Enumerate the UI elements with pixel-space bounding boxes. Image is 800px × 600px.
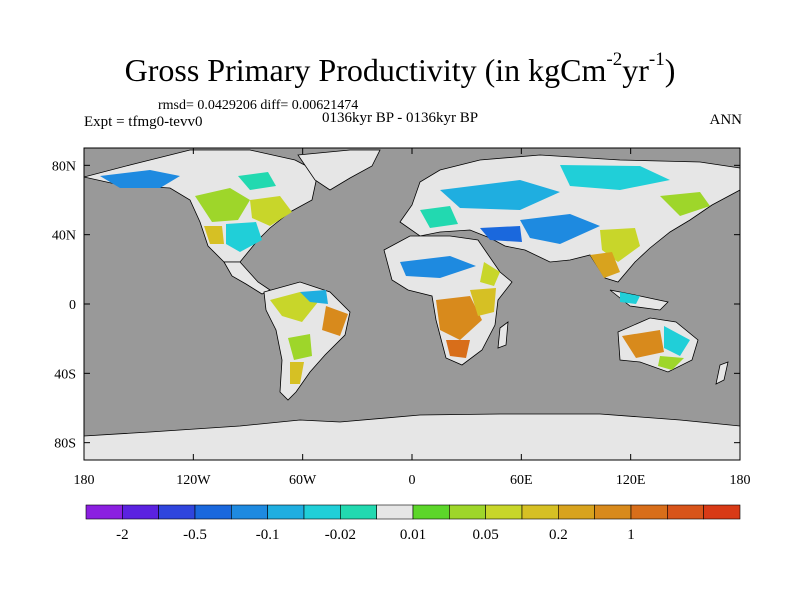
lon-tick-label: 60W: [289, 473, 317, 488]
patch-af-3: [470, 288, 496, 316]
lat-tick-label: 80S: [54, 437, 76, 452]
colorbar-swatch: [303, 504, 341, 520]
colorbar-swatch: [376, 504, 414, 520]
colorbar-swatch: [267, 504, 305, 520]
colorbar-swatch: [194, 504, 232, 520]
patch-sa-5: [290, 362, 304, 384]
patch-na-3: [250, 196, 292, 226]
patch-eu-8: [480, 226, 522, 242]
period-label: 0136kyr BP - 0136kyr BP: [322, 110, 479, 126]
lon-tick-label: 60E: [510, 473, 533, 488]
patch-na-4: [226, 222, 262, 252]
colorbar-swatch: [485, 504, 523, 520]
map-axes: 180 120W 60W 0 60E 120E 180 80N 40N 0 40S 80S: [52, 148, 751, 488]
land-layer: [84, 149, 740, 460]
experiment-label: Expt = tfmg0-tevv0: [84, 114, 203, 130]
patch-eu-2: [560, 165, 670, 190]
patch-af-1: [400, 256, 476, 278]
colorbar-swatch: [521, 504, 559, 520]
patch-au-3: [658, 356, 684, 370]
patch-na-2: [195, 188, 250, 222]
lon-tick-label: 180: [74, 473, 95, 488]
colorbar-swatch: [558, 504, 595, 520]
colorbar-label: 0.2: [549, 527, 568, 543]
patch-eu-6: [420, 206, 458, 228]
land-madagascar: [497, 321, 509, 349]
colorbar-label: -0.1: [256, 527, 280, 543]
patch-eu-5: [590, 252, 620, 278]
patch-eu-3: [520, 214, 600, 244]
patch-af-5: [480, 262, 500, 286]
colorbar-swatch: [231, 504, 268, 520]
patch-sa-4: [288, 334, 312, 360]
patch-na-6: [238, 172, 276, 190]
patch-af-4: [446, 340, 470, 358]
colorbar-swatch: [158, 504, 196, 520]
colorbar-swatch: [594, 504, 632, 520]
patch-id-1: [620, 292, 640, 304]
colorbar-swatch: [449, 504, 486, 520]
patch-sa-3: [300, 290, 328, 304]
patch-sa-2: [322, 306, 348, 336]
patch-au-1: [622, 330, 664, 358]
land-antarctica: [84, 413, 740, 460]
lat-tick-label: 80N: [52, 159, 76, 174]
patch-af-2: [436, 296, 482, 340]
patch-sa-1: [270, 292, 318, 322]
colorbar-swatch: [703, 504, 741, 520]
colorbar-label: 0.01: [400, 527, 426, 543]
colorbar-swatch: [85, 504, 123, 520]
patch-na-1: [100, 170, 180, 188]
lat-tick-label: 40S: [54, 367, 76, 382]
colorbar-label: -0.5: [183, 527, 207, 543]
patch-au-2: [664, 326, 690, 356]
lon-tick-label: 0: [409, 473, 416, 488]
lat-tick-label: 40N: [52, 229, 76, 244]
lon-tick-label: 120W: [176, 473, 211, 488]
patch-eu-7: [660, 192, 710, 216]
colorbar-swatch: [122, 504, 159, 520]
patch-eu-1: [440, 180, 560, 210]
season-label: ANN: [709, 112, 743, 128]
colorbar-swatch: [340, 504, 377, 520]
colorbar-label: -2: [116, 527, 129, 543]
stats-label: rmsd= 0.0429206 diff= 0.00621474: [158, 98, 359, 113]
chart-title: Gross Primary Productivity (in kgCm-2yr-…: [124, 49, 676, 88]
colorbar-swatch: [667, 504, 704, 520]
colorbar-swatch: [630, 504, 668, 520]
lat-tick-label: 0: [69, 298, 76, 313]
land-new-zealand: [715, 361, 729, 385]
colorbar-label: -0.02: [325, 527, 356, 543]
colorbar-label: 1: [627, 527, 635, 543]
lon-tick-label: 180: [730, 473, 751, 488]
colorbar: -2 -0.5 -0.1 -0.02 0.01 0.05 0.2 1: [85, 504, 741, 543]
land-greenland: [297, 149, 381, 191]
colorbar-swatch: [412, 504, 450, 520]
patch-na-5: [204, 226, 224, 244]
colorbar-label: 0.05: [473, 527, 499, 543]
lon-tick-label: 120E: [616, 473, 646, 488]
